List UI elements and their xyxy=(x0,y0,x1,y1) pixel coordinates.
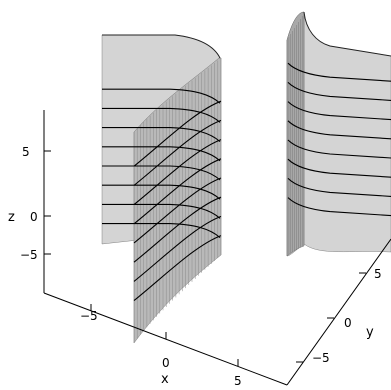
left-sheet-front-contour xyxy=(133,196,222,263)
z-tick-label: 5 xyxy=(22,145,30,159)
right-sheet-contour xyxy=(287,158,391,178)
right-sheet-contour xyxy=(287,62,391,82)
left-sheet-front-contour xyxy=(133,158,222,225)
left-sheet-back-contour xyxy=(102,203,221,219)
right-sheet-contour xyxy=(287,82,391,101)
y-tick-label: 0 xyxy=(344,316,352,330)
left-sheet-front-contour xyxy=(133,100,222,167)
left-sheet-front-contour xyxy=(133,235,222,302)
left-sheet-front-contour xyxy=(133,177,222,244)
right-sheet-contour xyxy=(287,101,391,121)
left-sheet-front-contour xyxy=(133,139,222,206)
y-tick-label: 5 xyxy=(374,267,382,281)
surfaces-layer xyxy=(101,11,391,344)
x-tick-label: 5 xyxy=(234,374,242,388)
right-sheet-contour xyxy=(287,178,391,197)
left-sheet-back-contour xyxy=(102,184,221,200)
y-tick-label: −5 xyxy=(312,351,330,365)
left-sheet-back-contour xyxy=(102,107,221,123)
x-axis-label: x xyxy=(161,372,169,387)
right-sheet-contour xyxy=(287,139,391,159)
y-axis-label: y xyxy=(366,325,374,340)
right-sheet-top-edge xyxy=(303,11,391,57)
x-tick-label: −5 xyxy=(80,309,98,323)
axes-layer: 5 0 −5 −5 0 5 −5 0 5 z x y xyxy=(8,110,391,388)
right-sheet-contour xyxy=(287,197,391,217)
z-tick-label: −5 xyxy=(20,248,38,262)
right-sheet-contour xyxy=(287,120,391,140)
z-axis-label: z xyxy=(8,210,15,225)
x-tick-label: 0 xyxy=(162,356,170,370)
left-sheet-front-contour xyxy=(133,215,222,282)
left-sheet-top-edge xyxy=(102,34,221,59)
left-sheet-back-contour xyxy=(102,146,221,162)
right-sheet-edge-surface xyxy=(286,11,305,257)
left-sheet-front-contour xyxy=(133,119,222,186)
y-axis-line xyxy=(286,238,391,386)
left-sheet-back-contour xyxy=(102,223,221,239)
left-sheet-back-contour xyxy=(102,165,221,181)
left-sheet-back-contour xyxy=(102,127,221,143)
z-tick-label: 0 xyxy=(30,210,38,224)
left-sheet-back-contour xyxy=(102,88,221,104)
